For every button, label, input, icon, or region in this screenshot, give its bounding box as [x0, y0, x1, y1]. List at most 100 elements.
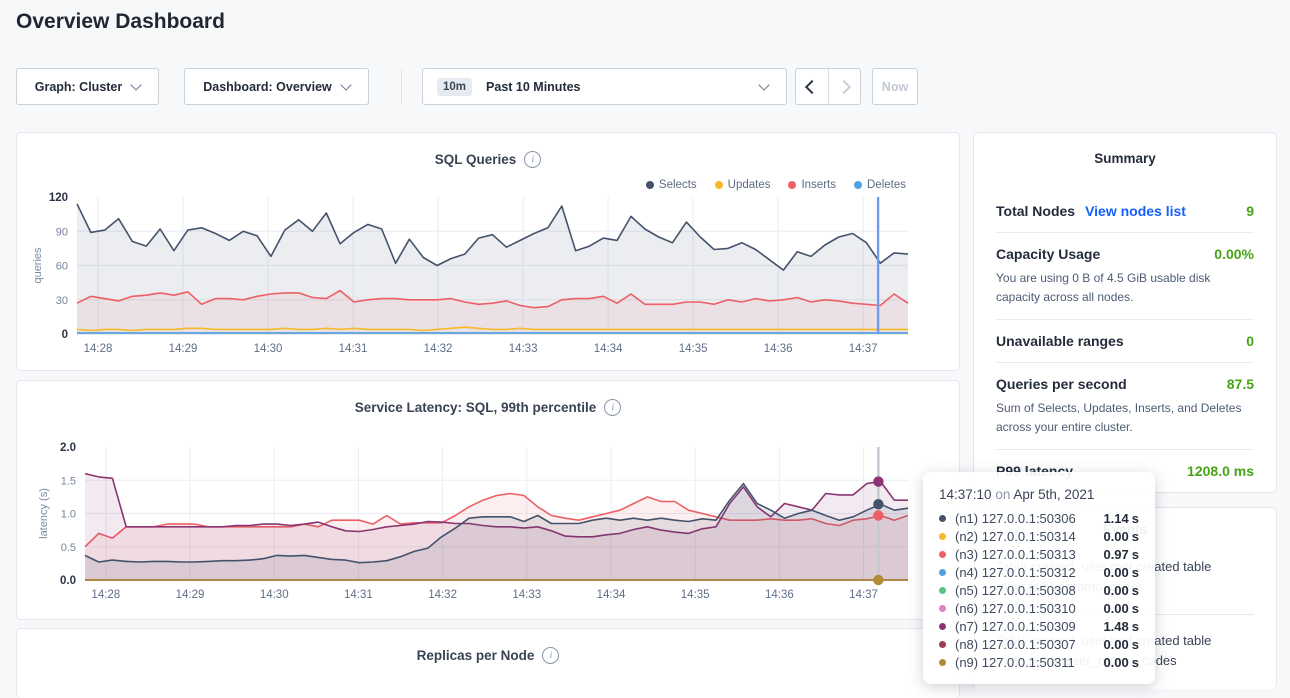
legend-dot — [645, 181, 654, 189]
p99-latency-value: 1208.0 ms — [1187, 463, 1254, 480]
chevron-down-icon — [340, 78, 352, 91]
tooltip-node-row: (n9) 127.0.0.1:50311 0.00 s — [939, 653, 1139, 671]
page-title: Overview Dashboard — [16, 10, 225, 33]
dashboard-dropdown[interactable]: Dashboard: Overview — [184, 68, 369, 105]
tooltip-timestamp: 14:37:10 on Apr 5th, 2021 — [939, 487, 1139, 502]
latency-unit: s — [1131, 528, 1139, 544]
summary-title: Summary — [1094, 151, 1156, 166]
sql-queries-panel: SQL Queries i Selects Updates Inserts Delet… — [16, 132, 960, 371]
graph-scope-dropdown[interactable]: Graph: Cluster — [16, 68, 159, 105]
qps-label: Queries per second — [996, 376, 1127, 393]
info-icon[interactable]: i — [542, 647, 560, 664]
capacity-usage-value: 0.00% — [1214, 246, 1254, 262]
replicas-per-node-panel: Replicas per Node i — [16, 628, 960, 698]
summary-row-total-nodes: Total Nodes View nodes list 9 — [996, 190, 1254, 232]
legend-label: Deletes — [867, 179, 906, 191]
legend-item-deletes[interactable]: Deletes — [854, 179, 906, 191]
chevron-right-icon — [837, 79, 852, 94]
chevron-down-icon — [130, 78, 142, 91]
tooltip-node-row: (n1) 127.0.0.1:50306 1.14 s — [939, 509, 1139, 527]
node-address: (n9) 127.0.0.1:50311 — [955, 654, 1075, 670]
legend-dot — [788, 181, 797, 189]
sql-queries-chart[interactable]: 14:28 14:29 14:30 14:31 14:32 14:33 14:34 14:35… — [17, 133, 961, 370]
series-color-dot — [939, 586, 946, 594]
chevron-down-icon — [758, 78, 770, 91]
node-address: (n6) 127.0.0.1:50310 — [955, 600, 1076, 616]
node-latency-value: 0.00 — [1103, 528, 1129, 544]
tooltip-node-row: (n2) 127.0.0.1:50314 0.00 s — [939, 527, 1139, 545]
svg-text:queries: queries — [32, 247, 44, 284]
step-back-button[interactable] — [796, 69, 828, 104]
svg-text:14:35: 14:35 — [681, 589, 710, 601]
node-address: (n8) 127.0.0.1:50307 — [955, 636, 1076, 652]
latency-unit: s — [1131, 510, 1139, 526]
sql-queries-legend: Selects Updates Inserts Deletes — [645, 179, 906, 191]
latency-unit: s — [1131, 654, 1139, 670]
series-color-dot — [939, 568, 946, 576]
tooltip-node-row: (n5) 127.0.0.1:50308 0.00 s — [939, 581, 1139, 599]
summary-row-capacity: Capacity Usage 0.00% You are using 0 B o… — [996, 232, 1254, 319]
node-address: (n1) 127.0.0.1:50306 — [955, 510, 1076, 526]
legend-dot — [854, 181, 862, 189]
legend-label: Selects — [658, 179, 697, 191]
svg-text:14:33: 14:33 — [512, 589, 541, 601]
time-range-label: Past 10 Minutes — [486, 79, 581, 94]
info-icon[interactable]: i — [524, 151, 542, 168]
legend-item-updates[interactable]: Updates — [714, 179, 770, 191]
svg-text:2.0: 2.0 — [60, 442, 76, 454]
step-forward-button[interactable] — [827, 69, 860, 104]
graph-scope-label: Graph: Cluster — [34, 79, 123, 94]
latency-chart[interactable]: 14:28 14:29 14:30 14:31 14:32 14:33 14:34 14:35… — [17, 381, 961, 619]
latency-unit: s — [1131, 582, 1139, 598]
series-color-dot — [939, 640, 946, 648]
chart-title-text: SQL Queries — [434, 152, 517, 167]
info-icon[interactable]: i — [604, 399, 622, 416]
legend-label: Inserts — [801, 179, 836, 191]
svg-text:60: 60 — [56, 261, 68, 273]
capacity-usage-label: Capacity Usage — [996, 246, 1101, 262]
node-address: (n7) 127.0.0.1:50309 — [955, 618, 1076, 634]
node-latency-value: 0.00 — [1103, 654, 1129, 670]
latency-unit: s — [1131, 564, 1139, 580]
legend-item-selects[interactable]: Selects — [645, 179, 697, 191]
service-latency-title: Service Latency: SQL, 99th percentile i — [17, 399, 959, 416]
summary-row-qps: Queries per second 87.5 Sum of Selects, … — [996, 362, 1254, 449]
tooltip-node-row: (n8) 127.0.0.1:50307 0.00 s — [939, 635, 1139, 653]
svg-text:14:28: 14:28 — [84, 343, 113, 355]
svg-text:90: 90 — [56, 226, 68, 238]
dashboard-label: Dashboard: Overview — [203, 79, 332, 94]
now-button-label: Now — [881, 79, 909, 94]
svg-text:14:31: 14:31 — [339, 343, 368, 355]
summary-panel: Summary Total Nodes View nodes list 9 Ca… — [973, 132, 1277, 493]
svg-text:14:35: 14:35 — [679, 343, 708, 355]
series-color-dot — [939, 604, 946, 612]
qps-value: 87.5 — [1226, 376, 1254, 393]
tooltip-node-row: (n6) 127.0.0.1:50310 0.00 s — [939, 599, 1139, 617]
now-button[interactable]: Now — [872, 68, 918, 105]
view-nodes-list-link[interactable]: View nodes list — [1085, 203, 1186, 219]
node-latency-value: 0.00 — [1103, 582, 1129, 598]
svg-text:1.0: 1.0 — [61, 509, 76, 521]
legend-dot — [714, 181, 723, 189]
svg-text:14:30: 14:30 — [254, 343, 283, 355]
series-color-dot — [939, 550, 946, 558]
tooltip-node-row: (n4) 127.0.0.1:50312 0.00 s — [939, 563, 1139, 581]
chart-title-text: Service Latency: SQL, 99th percentile — [354, 400, 597, 415]
total-nodes-value: 9 — [1246, 203, 1254, 219]
time-step-controls — [795, 68, 861, 105]
svg-text:0.5: 0.5 — [61, 542, 76, 554]
series-color-dot — [939, 532, 946, 540]
time-range-dropdown[interactable]: 10m Past 10 Minutes — [422, 68, 787, 105]
svg-text:14:30: 14:30 — [260, 589, 289, 601]
latency-unit: s — [1131, 546, 1139, 562]
svg-text:120: 120 — [49, 192, 68, 204]
tooltip-node-row: (n3) 127.0.0.1:50313 0.97 s — [939, 545, 1139, 563]
node-latency-value: 1.14 — [1103, 510, 1129, 526]
qps-desc: Sum of Selects, Updates, Inserts, and De… — [996, 401, 1242, 434]
tooltip-conj: on — [995, 487, 1011, 502]
legend-item-inserts[interactable]: Inserts — [788, 179, 836, 191]
node-address: (n3) 127.0.0.1:50313 — [955, 546, 1076, 562]
svg-text:14:31: 14:31 — [344, 589, 373, 601]
svg-text:14:29: 14:29 — [176, 589, 205, 601]
svg-text:14:37: 14:37 — [849, 343, 878, 355]
